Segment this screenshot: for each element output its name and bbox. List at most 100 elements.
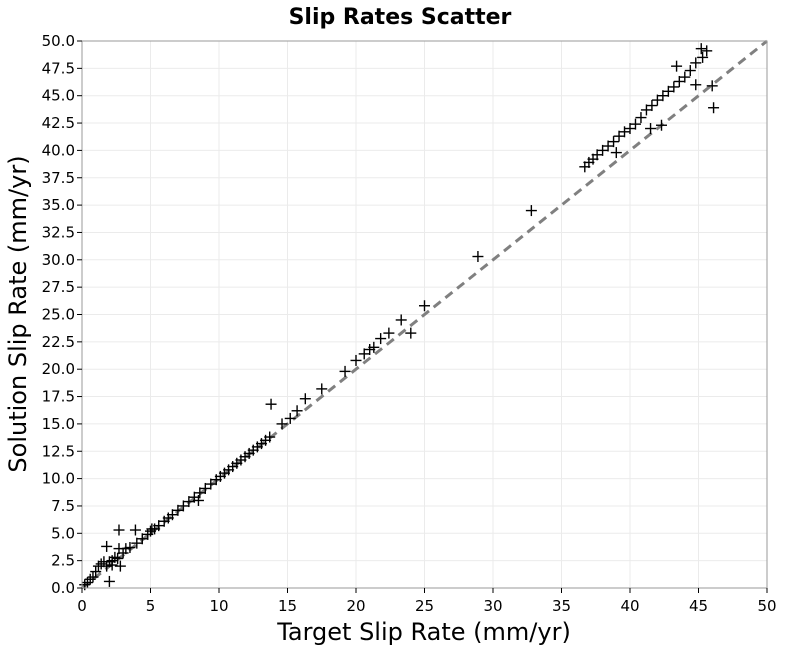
data-point xyxy=(671,60,683,72)
data-point xyxy=(656,119,668,131)
data-point xyxy=(87,571,99,583)
y-tick-label: 0.0 xyxy=(51,579,75,597)
data-point xyxy=(657,90,669,102)
data-point xyxy=(172,504,184,516)
y-tick-label: 42.5 xyxy=(42,114,75,132)
x-tick-label: 15 xyxy=(278,597,297,615)
data-point xyxy=(284,412,296,424)
data-point xyxy=(701,45,713,57)
data-point xyxy=(610,147,622,159)
x-tick-label: 0 xyxy=(77,597,87,615)
reference-line xyxy=(81,39,768,590)
data-point xyxy=(629,118,641,130)
data-point xyxy=(419,300,430,312)
data-point xyxy=(339,365,351,377)
data-point xyxy=(276,418,288,430)
data-point xyxy=(645,123,657,135)
data-point xyxy=(679,71,691,83)
data-point xyxy=(166,509,178,521)
y-tick-label: 32.5 xyxy=(42,223,75,241)
data-point xyxy=(109,551,121,563)
data-point xyxy=(525,205,537,217)
data-point xyxy=(124,542,136,554)
data-point xyxy=(383,327,395,339)
y-tick-label: 47.5 xyxy=(42,59,75,77)
data-point xyxy=(673,75,685,87)
data-point xyxy=(350,354,362,366)
y-tick-label: 10.0 xyxy=(42,470,75,488)
data-point xyxy=(299,393,311,405)
x-tick-label: 35 xyxy=(552,597,571,615)
y-tick-label: 30.0 xyxy=(42,251,75,269)
data-point xyxy=(146,523,158,535)
y-tick-label: 7.5 xyxy=(51,497,75,515)
data-point xyxy=(95,558,107,570)
data-point xyxy=(358,348,370,360)
data-points xyxy=(79,43,720,591)
x-tick-label: 30 xyxy=(483,597,502,615)
data-point xyxy=(375,333,387,345)
y-tick-label: 20.0 xyxy=(42,360,75,378)
data-point xyxy=(635,112,647,124)
data-point xyxy=(662,85,674,97)
y-tick-label: 25.0 xyxy=(42,306,75,324)
x-tick-label: 5 xyxy=(146,597,156,615)
y-tick-label: 45.0 xyxy=(42,87,75,105)
x-axis-label: Target Slip Rate (mm/yr) xyxy=(276,618,571,646)
data-point xyxy=(114,560,126,572)
data-point xyxy=(690,79,702,91)
y-tick-label: 27.5 xyxy=(42,278,75,296)
data-point xyxy=(608,136,620,148)
data-point xyxy=(153,520,165,532)
data-point xyxy=(131,537,143,549)
y-tick-label: 15.0 xyxy=(42,415,75,433)
x-tick-label: 25 xyxy=(415,597,434,615)
data-point xyxy=(697,51,709,63)
data-point xyxy=(708,102,720,114)
data-point xyxy=(183,496,195,508)
data-point xyxy=(706,80,718,92)
data-point xyxy=(192,494,204,506)
data-point xyxy=(113,524,125,536)
x-tick-label: 40 xyxy=(620,597,639,615)
y-axis-label: Solution Slip Rate (mm/yr) xyxy=(4,155,32,472)
data-point xyxy=(368,341,380,353)
x-axis-ticks: 0 5 10 15 20 25 30 35 40 45 50 xyxy=(77,588,777,615)
data-point xyxy=(101,560,113,572)
data-point xyxy=(668,81,680,93)
data-point xyxy=(106,559,118,571)
data-point xyxy=(129,524,141,536)
y-tick-label: 5.0 xyxy=(51,524,75,542)
data-point xyxy=(651,94,663,106)
data-point xyxy=(624,123,636,135)
data-point xyxy=(640,104,652,116)
data-point xyxy=(194,487,206,499)
y-tick-label: 40.0 xyxy=(42,141,75,159)
chart-title: Slip Rates Scatter xyxy=(289,5,512,30)
y-tick-label: 12.5 xyxy=(42,442,75,460)
y-tick-label: 35.0 xyxy=(42,196,75,214)
data-point xyxy=(316,383,328,395)
x-tick-label: 45 xyxy=(689,597,708,615)
data-point xyxy=(205,478,217,490)
data-point xyxy=(695,43,707,55)
data-point xyxy=(103,575,115,587)
data-point xyxy=(136,533,148,545)
data-point xyxy=(684,65,696,77)
y-tick-label: 17.5 xyxy=(42,388,75,406)
data-point xyxy=(405,327,417,339)
data-point xyxy=(646,100,658,112)
y-tick-label: 22.5 xyxy=(42,333,75,351)
data-point xyxy=(264,431,276,443)
data-point xyxy=(472,251,484,263)
data-point xyxy=(90,566,102,578)
data-point xyxy=(84,573,96,585)
data-point xyxy=(395,314,407,326)
y-axis-ticks: 0.0 2.5 5.0 7.5 10.0 12.5 15.0 17.5 20.0 22.5 25.0… xyxy=(42,32,82,597)
y-tick-label: 37.5 xyxy=(42,169,75,187)
data-point xyxy=(112,552,124,564)
data-point xyxy=(199,482,211,494)
data-point xyxy=(79,579,91,591)
data-point xyxy=(613,130,625,142)
